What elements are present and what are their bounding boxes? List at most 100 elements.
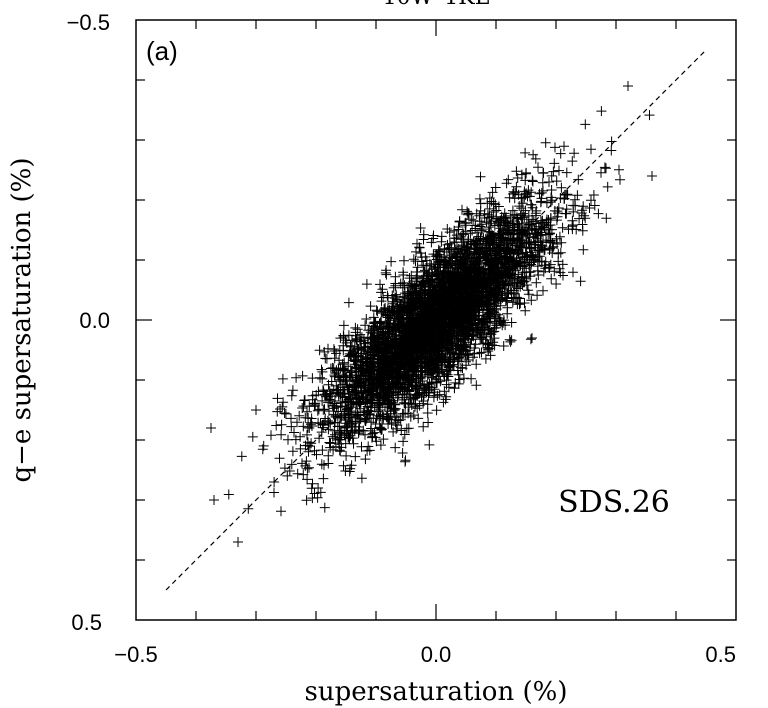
scatter-point bbox=[394, 299, 405, 310]
scatter-point bbox=[438, 397, 449, 408]
scatter-point bbox=[316, 364, 327, 375]
scatter-point bbox=[446, 322, 456, 333]
scatter-point bbox=[377, 284, 388, 295]
scatter-point bbox=[354, 376, 365, 387]
scatter-point bbox=[315, 418, 326, 429]
scatter-point bbox=[488, 198, 499, 209]
scatter-point bbox=[348, 438, 359, 449]
scatter-point bbox=[551, 279, 562, 289]
x-tick-label-max: 0.5 bbox=[705, 642, 736, 667]
scatter-point bbox=[279, 408, 290, 418]
scatter-point bbox=[546, 185, 557, 195]
scatter-point bbox=[274, 453, 285, 464]
scatter-point bbox=[497, 272, 508, 283]
scatter-point bbox=[433, 270, 444, 281]
scatter-point bbox=[517, 228, 527, 239]
scatter-point bbox=[559, 141, 569, 152]
scatter-point bbox=[398, 270, 409, 280]
scatter-point bbox=[381, 319, 392, 330]
scatter-point bbox=[406, 331, 417, 342]
scatter-point bbox=[523, 289, 534, 300]
scatter-point bbox=[378, 329, 389, 340]
scatter-point bbox=[471, 359, 482, 370]
scatter-point bbox=[486, 227, 497, 238]
scatter-point bbox=[438, 302, 449, 313]
scatter-point bbox=[291, 372, 302, 383]
scatter-point bbox=[508, 216, 519, 226]
scatter-point bbox=[406, 399, 417, 410]
scatter-point bbox=[335, 432, 346, 443]
scatter-point bbox=[361, 314, 372, 324]
scatter-point bbox=[446, 277, 456, 287]
scatter-point bbox=[561, 167, 572, 178]
scatter-point bbox=[519, 272, 530, 283]
scatter-point bbox=[488, 239, 499, 250]
scatter-point bbox=[401, 423, 412, 434]
scatter-point bbox=[457, 204, 467, 215]
scatter-point bbox=[315, 372, 325, 383]
scatter-point bbox=[410, 256, 421, 267]
scatter-point bbox=[386, 256, 397, 267]
scatter-point bbox=[525, 334, 536, 345]
scatter-point bbox=[325, 363, 336, 374]
scatter-point bbox=[442, 290, 453, 301]
scatter-point bbox=[323, 424, 334, 435]
scatter-point bbox=[358, 394, 369, 405]
scatter-point bbox=[278, 397, 289, 408]
scatter-point bbox=[503, 269, 514, 279]
scatter-point bbox=[309, 398, 320, 409]
scatter-point bbox=[441, 375, 452, 386]
scatter-point bbox=[511, 259, 522, 270]
scatter-point bbox=[365, 390, 376, 401]
scatter-point bbox=[573, 174, 584, 185]
scatter-point bbox=[410, 341, 421, 352]
scatter-point bbox=[517, 261, 528, 272]
scatter-point bbox=[337, 379, 348, 390]
scatter-point bbox=[327, 431, 338, 442]
scatter-point bbox=[520, 168, 531, 179]
scatter-point bbox=[478, 292, 489, 303]
scatter-point bbox=[473, 324, 484, 335]
scatter-point bbox=[408, 314, 419, 325]
scatter-point bbox=[402, 288, 413, 299]
scatter-point bbox=[420, 309, 431, 320]
scatter-point bbox=[578, 201, 589, 212]
scatter-point bbox=[360, 416, 371, 426]
scatter-point bbox=[521, 217, 532, 228]
scatter-point bbox=[430, 306, 440, 317]
scatter-point bbox=[365, 352, 376, 363]
scatter-point bbox=[415, 290, 425, 301]
scatter-point bbox=[474, 317, 485, 328]
scatter-point bbox=[449, 225, 460, 236]
scatter-point bbox=[478, 330, 489, 340]
scatter-point bbox=[549, 158, 560, 169]
scatter-point bbox=[319, 460, 329, 471]
scatter-point bbox=[292, 468, 303, 479]
scatter-point bbox=[366, 373, 376, 384]
scatter-point bbox=[372, 389, 383, 400]
scatter-point bbox=[569, 148, 580, 159]
scatter-point bbox=[575, 276, 586, 287]
scatter-point bbox=[307, 493, 318, 504]
scatter-point bbox=[454, 216, 465, 227]
scatter-point bbox=[338, 460, 349, 471]
scatter-point bbox=[502, 308, 513, 319]
scatter-point bbox=[414, 242, 425, 253]
scatter-point bbox=[540, 137, 551, 148]
scatter-point bbox=[356, 473, 367, 484]
scatter-point bbox=[390, 442, 401, 453]
scatter-point bbox=[318, 385, 328, 396]
scatter-point bbox=[282, 470, 293, 481]
scatter-point bbox=[524, 267, 535, 278]
scatter-point bbox=[601, 213, 612, 224]
scatter-point bbox=[304, 462, 314, 473]
scatter-point bbox=[388, 372, 399, 383]
scatter-point bbox=[460, 256, 471, 267]
scatter-point bbox=[524, 237, 535, 248]
scatter-point bbox=[572, 190, 583, 201]
scatter-point bbox=[523, 210, 534, 221]
scatter-point bbox=[472, 300, 483, 311]
scatter-point bbox=[375, 279, 385, 290]
scatter-point bbox=[392, 347, 402, 358]
scatter-point bbox=[352, 324, 363, 335]
